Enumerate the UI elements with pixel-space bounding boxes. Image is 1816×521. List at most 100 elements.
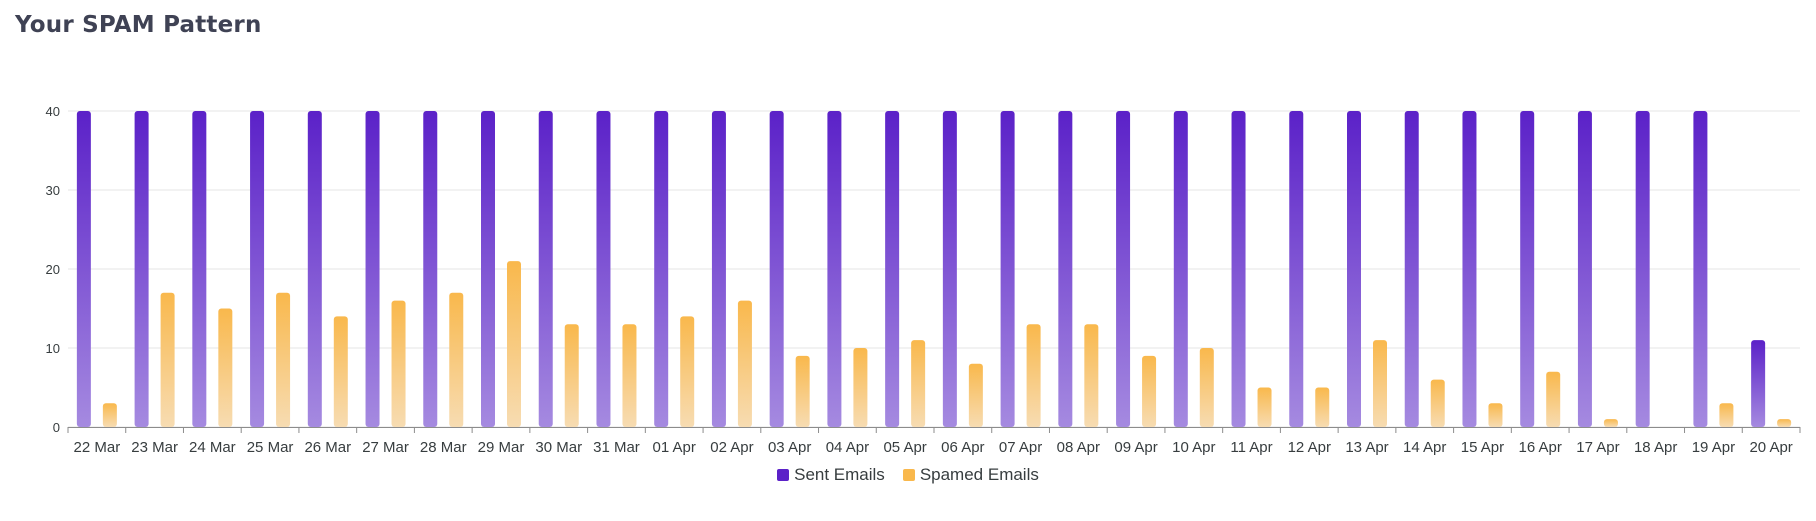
legend-item-sent[interactable]: Sent Emails (777, 465, 885, 485)
x-tick-label: 04 Apr (826, 439, 869, 456)
x-tick-label: 23 Mar (131, 439, 178, 456)
bar-spamed-emails (1315, 387, 1330, 427)
bar-spamed-emails (853, 348, 868, 427)
bar-spamed-emails (737, 300, 752, 427)
bar-sent-emails (1693, 111, 1708, 427)
bar-spamed-emails (968, 363, 983, 427)
bar-spamed-emails (391, 300, 406, 427)
bar-sent-emails (827, 111, 842, 427)
x-tick-label: 02 Apr (710, 439, 753, 456)
x-tick-label: 14 Apr (1403, 439, 1446, 456)
y-tick-label: 20 (46, 262, 60, 277)
bar-sent-emails (134, 111, 149, 427)
x-tick-label: 11 Apr (1230, 439, 1272, 456)
x-tick-label: 17 Apr (1576, 439, 1619, 456)
x-tick-label: 10 Apr (1172, 439, 1215, 456)
bar-spamed-emails (680, 316, 695, 427)
bar-spamed-emails (1084, 324, 1099, 427)
bar-sent-emails (76, 111, 91, 427)
legend-label-spam: Spamed Emails (919, 465, 1039, 484)
bar-spamed-emails (1373, 340, 1387, 427)
bar-sent-emails (1635, 111, 1650, 427)
bar-spamed-emails (564, 324, 579, 427)
bar-spamed-emails (1026, 324, 1041, 427)
bar-sent-emails (1577, 111, 1592, 427)
x-tick-label: 25 Mar (247, 439, 294, 456)
bar-spamed-emails (1488, 403, 1503, 427)
bar-spamed-emails (1257, 387, 1272, 427)
x-tick-label: 16 Apr (1519, 439, 1562, 456)
x-tick-label: 30 Mar (535, 439, 582, 456)
x-tick-label: 28 Mar (420, 439, 467, 456)
bar-sent-emails (192, 111, 207, 427)
bar-spamed-emails (333, 316, 348, 427)
bar-spamed-emails (218, 308, 233, 427)
x-tick-label: 27 Mar (362, 439, 409, 456)
legend: Sent Emails Spamed Emails (0, 465, 1816, 485)
x-tick-label: 31 Mar (593, 439, 640, 456)
bar-sent-emails (481, 111, 495, 427)
bar-spamed-emails (276, 292, 291, 427)
bars (76, 111, 1792, 427)
spam-pattern-chart: 0 10 20 30 40 22 Mar 23 Mar 24 Mar 25 Mar 26 Mar… (46, 104, 1801, 456)
bar-sent-emails (654, 111, 669, 427)
x-tick-label: 20 Apr (1749, 439, 1792, 456)
bar-spamed-emails (1142, 355, 1157, 427)
y-tick-label: 10 (46, 341, 60, 356)
bar-spamed-emails (622, 324, 637, 427)
legend-label-sent: Sent Emails (794, 465, 885, 484)
bar-sent-emails (596, 111, 611, 427)
bar-spamed-emails (1777, 419, 1792, 427)
legend-swatch-spam (902, 469, 915, 481)
bar-sent-emails (1751, 340, 1766, 427)
bar-spamed-emails (1199, 348, 1214, 427)
bar-sent-emails (538, 111, 553, 427)
x-tick-label: 18 Apr (1634, 439, 1677, 456)
bar-sent-emails (423, 111, 438, 427)
bar-spamed-emails (1719, 403, 1734, 427)
bar-sent-emails (1231, 111, 1246, 427)
bar-spamed-emails (1546, 371, 1561, 427)
x-tick-label: 08 Apr (1057, 439, 1100, 456)
bar-sent-emails (769, 111, 784, 427)
bar-sent-emails (1058, 111, 1073, 427)
x-tick-label: 19 Apr (1692, 439, 1735, 456)
bar-spamed-emails (911, 340, 926, 427)
x-tick-label: 26 Mar (304, 439, 351, 456)
bar-sent-emails (1116, 111, 1131, 427)
bar-sent-emails (711, 111, 726, 427)
x-tick-label: 13 Apr (1345, 439, 1388, 456)
legend-swatch-sent (777, 469, 790, 481)
chart-title: Your SPAM Pattern (15, 12, 262, 38)
bar-spamed-emails (160, 292, 175, 427)
x-tick-label: 24 Mar (189, 439, 236, 456)
x-tick-label: 29 Mar (478, 439, 525, 456)
bar-spamed-emails (795, 355, 810, 427)
x-tick-label: 03 Apr (768, 439, 811, 456)
x-tick-label: 06 Apr (941, 439, 984, 456)
y-tick-label: 30 (46, 183, 60, 198)
bar-sent-emails (885, 111, 900, 427)
x-tick-label: 15 Apr (1461, 439, 1504, 456)
bar-sent-emails (1173, 111, 1188, 427)
bar-sent-emails (365, 111, 380, 427)
bar-sent-emails (942, 111, 957, 427)
legend-item-spam[interactable]: Spamed Emails (902, 465, 1039, 485)
x-axis: 22 Mar 23 Mar 24 Mar 25 Mar 26 Mar 27 Mar 28 M… (67, 427, 1801, 456)
y-axis: 0 10 20 30 40 (46, 104, 60, 435)
x-tick-label: 07 Apr (999, 439, 1042, 456)
bar-sent-emails (250, 111, 265, 427)
bar-sent-emails (1462, 111, 1477, 427)
y-tick-label: 40 (46, 104, 60, 119)
y-tick-label: 0 (53, 420, 60, 435)
bar-sent-emails (1520, 111, 1535, 427)
bar-spamed-emails (507, 261, 521, 427)
x-tick-label: 05 Apr (883, 439, 926, 456)
bar-spamed-emails (449, 292, 464, 427)
bar-sent-emails (1404, 111, 1419, 427)
bar-spamed-emails (102, 403, 117, 427)
grid-lines (68, 110, 1800, 428)
bar-sent-emails (1000, 111, 1015, 427)
x-tick-label: 01 Apr (653, 439, 696, 456)
bar-sent-emails (1289, 111, 1304, 427)
